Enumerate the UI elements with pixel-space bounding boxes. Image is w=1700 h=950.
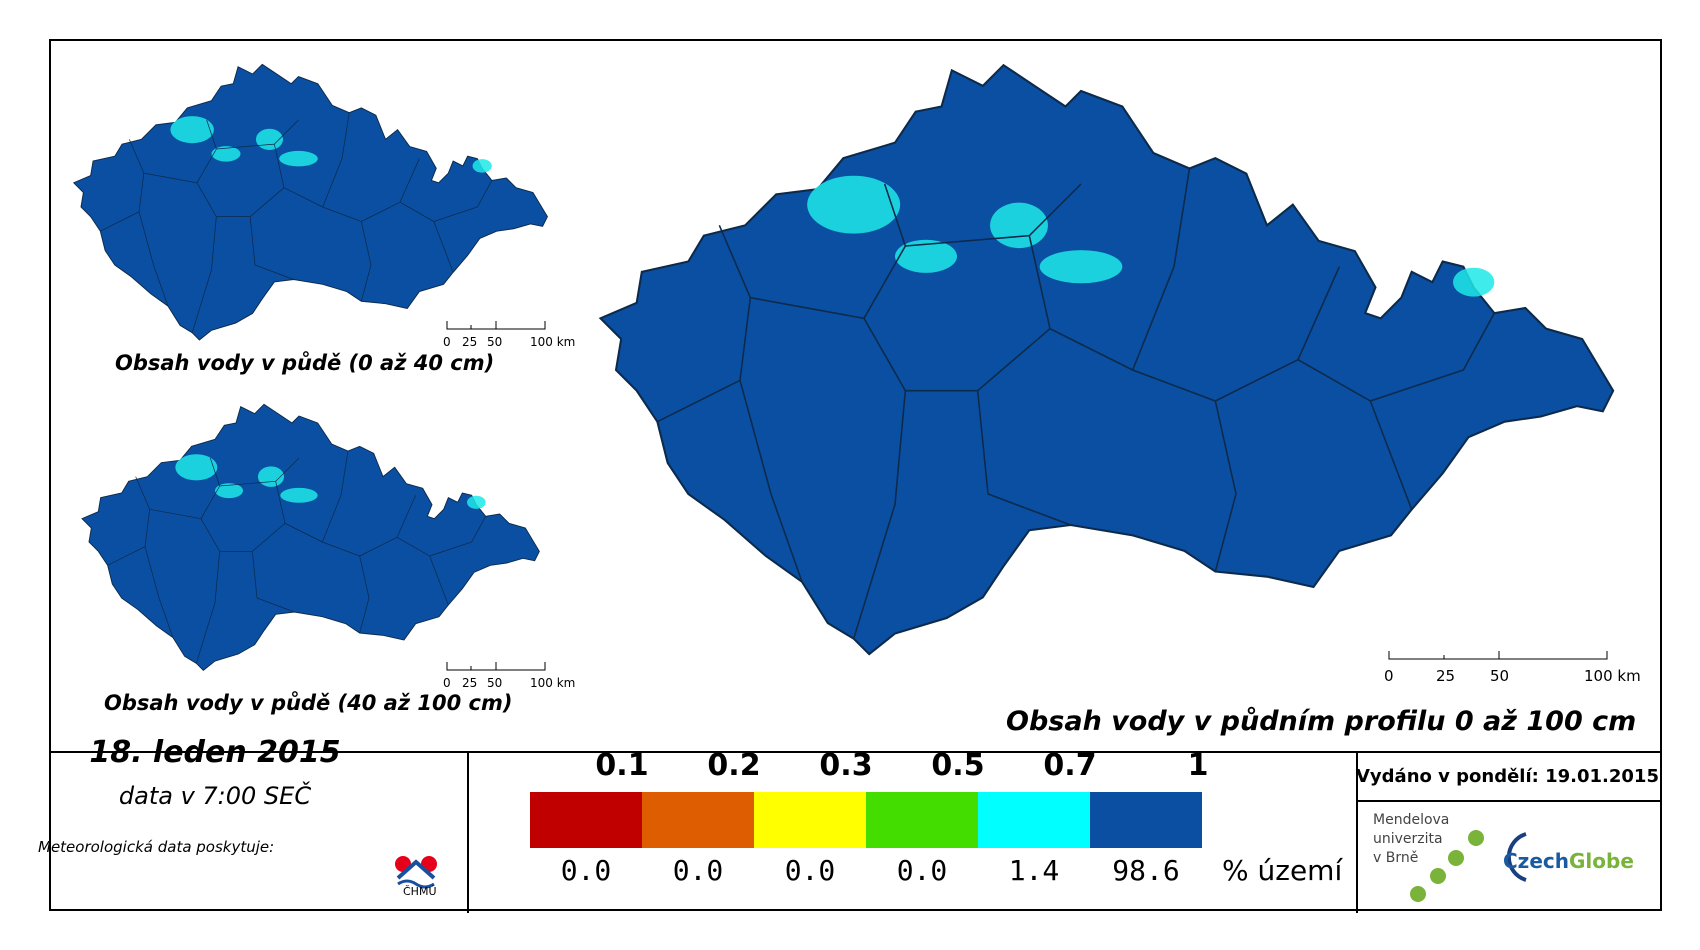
region-borders [100,112,493,333]
subsoil-map [81,403,540,671]
scale-bar: 0 25 50 100 km [443,662,575,692]
scale-bar: 0 25 50 100 km [1384,651,1641,685]
subsoil-caption: Obsah vody v půdě (40 až 100 cm) [104,691,513,715]
chmu-label: ČHMÚ [403,885,437,898]
legend-swatch [978,792,1090,848]
topsoil-caption: Obsah vody v půdě (0 až 40 cm) [115,351,495,375]
legend-swatch [530,792,642,848]
wet-area [255,128,284,150]
wet-area [215,483,243,499]
wet-area [175,454,218,481]
profile-caption: Obsah vody v půdním profilu 0 až 100 cm [1006,706,1637,737]
data-provider: Meteorologická data poskytuje: [38,838,275,856]
wet-area [1039,250,1123,284]
legend-swatch [754,792,866,848]
profile-map [598,63,1615,656]
region-borders [656,168,1496,639]
legend-swatch [1090,792,1202,848]
wet-area [1453,267,1495,297]
wet-area [279,150,318,167]
legend-threshold: 0.3 [819,748,873,783]
legend-percent: 98.6 [1112,854,1180,887]
wet-area [211,146,241,162]
divider [1356,751,1358,913]
wet-area [990,202,1048,249]
map-frame [49,39,1662,913]
wet-area [280,487,318,503]
legend-percent: 0.0 [784,854,836,887]
legend-swatch [866,792,978,848]
wet-area [472,159,492,173]
wet-area [170,116,214,144]
data-time: data v 7:00 SEČ [118,782,312,810]
legend-threshold: 0.2 [707,748,761,783]
scale-bar: 0 25 50 100 km [443,321,575,351]
wet-area [467,495,486,509]
divider [467,751,469,913]
czechglobe-logo [1506,832,1527,882]
czechglobe-text: CzechGlobe [1503,849,1634,873]
country-area [72,63,548,341]
legend-percent: 0.0 [672,854,724,887]
wet-area [257,466,285,487]
mendel-logo-text: Mendelova univerzita v Brně [1373,812,1450,866]
legend-threshold: 0.7 [1043,748,1097,783]
wet-area [895,239,957,273]
legend-unit: % území [1222,854,1343,887]
issued-date: Vydáno v pondělí: 19.01.2015 [1356,766,1659,787]
legend-threshold: 1 [1187,748,1209,783]
legend-swatch [642,792,754,848]
country-area [598,63,1615,656]
region-borders [107,450,486,664]
divider [51,751,1660,753]
legend-threshold: 0.5 [931,748,985,783]
chmu-logo [395,856,437,889]
legend-threshold: 0.1 [595,748,649,783]
legend-percent: 1.4 [1008,854,1060,887]
country-area [81,403,540,671]
mendel-logo [1410,830,1484,902]
date-title: 18. leden 2015 [89,735,341,770]
legend-percent: 0.0 [896,854,948,887]
topsoil-map [72,63,548,341]
legend-percent: 0.0 [560,854,612,887]
divider [1356,800,1662,802]
wet-area [807,175,901,234]
